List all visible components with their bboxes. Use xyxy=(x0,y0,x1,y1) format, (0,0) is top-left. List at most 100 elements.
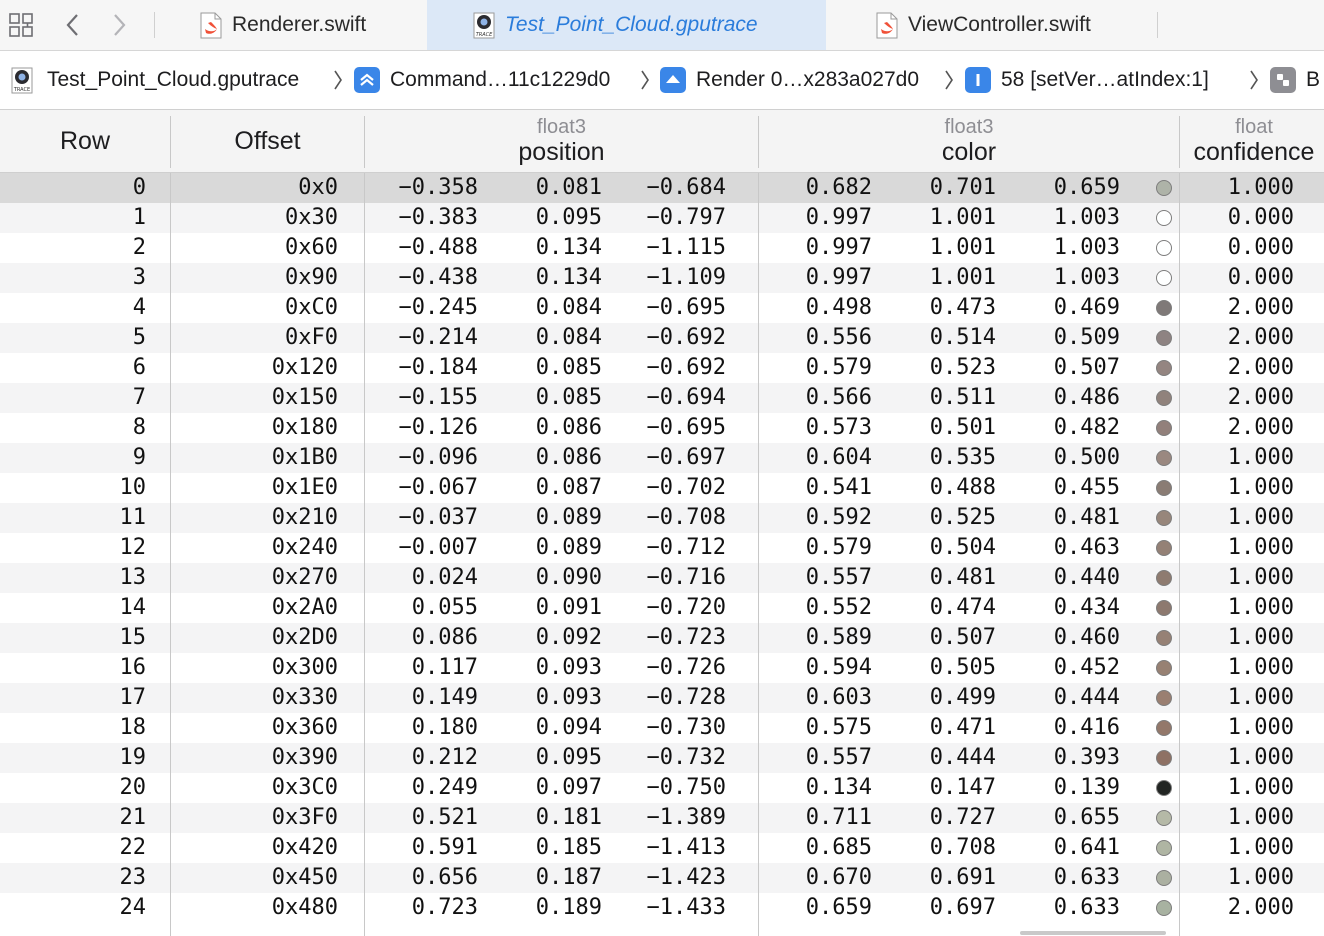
breadcrumb-label: Test_Point_Cloud.gputrace xyxy=(47,68,300,91)
column-type-label: float xyxy=(1235,116,1273,138)
buffer-icon xyxy=(1270,67,1296,93)
column-header-row[interactable]: Row xyxy=(59,126,110,155)
table-row[interactable]: 0 0x0 −0.358 0.081 −0.684 0.682 0.701 0.659 1.00… xyxy=(0,173,1324,203)
cell-row: 23 xyxy=(119,865,147,890)
breadcrumb-item-buffer[interactable]: B xyxy=(1270,51,1320,109)
table-row[interactable]: 3 0x90 −0.438 0.134 −1.109 0.997 1.001 1.003 0.0… xyxy=(0,263,1324,293)
column-divider[interactable] xyxy=(170,116,171,168)
column-header-color[interactable]: float3 color xyxy=(759,110,1179,172)
cell-row: 1 xyxy=(132,205,146,230)
table-row[interactable]: 18 0x360 0.180 0.094 −0.730 0.575 0.471 0.416 1.… xyxy=(0,713,1324,743)
column-name-label: confidence xyxy=(1193,138,1315,166)
cell-cr: 0.997 xyxy=(805,205,872,230)
cell-pz: −0.695 xyxy=(646,415,726,440)
cell-cg: 0.525 xyxy=(929,505,996,530)
cell-cb: 0.486 xyxy=(1053,385,1120,410)
cell-cr: 0.589 xyxy=(805,625,872,650)
table-row[interactable]: 22 0x420 0.591 0.185 −1.413 0.685 0.708 0.641 1.… xyxy=(0,833,1324,863)
cell-px: −0.096 xyxy=(398,445,478,470)
column-header-offset[interactable]: Offset xyxy=(234,126,301,155)
cell-row: 16 xyxy=(119,655,147,680)
column-header-position[interactable]: float3 position xyxy=(365,110,758,172)
cell-cg: 0.535 xyxy=(929,445,996,470)
table-row[interactable]: 20 0x3C0 0.249 0.097 −0.750 0.134 0.147 0.139 1.… xyxy=(0,773,1324,803)
horizontal-scrollbar[interactable] xyxy=(1020,931,1166,935)
cell-row: 17 xyxy=(119,685,147,710)
cell-cb: 0.507 xyxy=(1053,355,1120,380)
cell-cg: 0.708 xyxy=(929,835,996,860)
cell-pz: −0.692 xyxy=(646,325,726,350)
cell-cb: 0.416 xyxy=(1053,715,1120,740)
chevron-right-icon xyxy=(639,51,651,109)
breadcrumb-item-command-buffer[interactable]: Command…11c1229d0 xyxy=(354,51,610,109)
table-row[interactable]: 9 0x1B0 −0.096 0.086 −0.697 0.604 0.535 0.500 1.… xyxy=(0,443,1324,473)
table-row[interactable]: 8 0x180 −0.126 0.086 −0.695 0.573 0.501 0.482 2.… xyxy=(0,413,1324,443)
cell-py: 0.086 xyxy=(535,445,602,470)
table-row[interactable]: 17 0x330 0.149 0.093 −0.728 0.603 0.499 0.444 1.… xyxy=(0,683,1324,713)
cell-conf: 1.000 xyxy=(1227,595,1294,620)
related-items-button[interactable] xyxy=(6,0,36,50)
cell-conf: 0.000 xyxy=(1227,235,1294,260)
cell-px: 0.249 xyxy=(411,775,478,800)
cell-cg: 0.501 xyxy=(929,415,996,440)
breadcrumb-item-function-call[interactable]: 58 [setVer…atIndex:1] xyxy=(965,51,1209,109)
color-swatch xyxy=(1156,390,1172,406)
svg-text:TRACE: TRACE xyxy=(13,87,30,93)
table-row[interactable]: 23 0x450 0.656 0.187 −1.423 0.670 0.691 0.633 1.… xyxy=(0,863,1324,893)
column-divider[interactable] xyxy=(758,116,759,168)
cell-offset: 0x360 xyxy=(271,715,338,740)
table-row[interactable]: 15 0x2D0 0.086 0.092 −0.723 0.589 0.507 0.460 1.… xyxy=(0,623,1324,653)
table-row[interactable]: 21 0x3F0 0.521 0.181 −1.389 0.711 0.727 0.655 1.… xyxy=(0,803,1324,833)
cell-px: 0.656 xyxy=(411,865,478,890)
table-row[interactable]: 2 0x60 −0.488 0.134 −1.115 0.997 1.001 1.003 0.0… xyxy=(0,233,1324,263)
cell-px: 0.521 xyxy=(411,805,478,830)
cell-cg: 0.147 xyxy=(929,775,996,800)
tab-renderer-swift[interactable]: Renderer.swift xyxy=(186,0,426,50)
table-row[interactable]: 5 0xF0 −0.214 0.084 −0.692 0.556 0.514 0.509 2.0… xyxy=(0,323,1324,353)
go-forward-button[interactable] xyxy=(104,0,134,50)
cell-row: 7 xyxy=(132,385,146,410)
table-row[interactable]: 7 0x150 −0.155 0.085 −0.694 0.566 0.511 0.486 2.… xyxy=(0,383,1324,413)
cell-row: 22 xyxy=(119,835,147,860)
cell-py: 0.095 xyxy=(535,205,602,230)
tab-label: Renderer.swift xyxy=(232,13,367,36)
breadcrumb-label: 58 [setVer…atIndex:1] xyxy=(1001,68,1209,91)
cell-pz: −0.702 xyxy=(646,475,726,500)
table-row[interactable]: 19 0x390 0.212 0.095 −0.732 0.557 0.444 0.393 1.… xyxy=(0,743,1324,773)
cell-conf: 2.000 xyxy=(1227,325,1294,350)
breadcrumb-item-render-encoder[interactable]: Render 0…x283a027d0 xyxy=(660,51,919,109)
cell-cb: 0.455 xyxy=(1053,475,1120,500)
table-row[interactable]: 14 0x2A0 0.055 0.091 −0.720 0.552 0.474 0.434 1.… xyxy=(0,593,1324,623)
tab-viewcontroller-swift[interactable]: ViewController.swift xyxy=(862,0,1157,50)
breadcrumb-item-gputrace[interactable]: TRACE Test_Point_Cloud.gputrace xyxy=(11,51,299,109)
cell-conf: 1.000 xyxy=(1227,715,1294,740)
cell-py: 0.187 xyxy=(535,865,602,890)
column-divider[interactable] xyxy=(364,116,365,168)
table-row[interactable]: 24 0x480 0.723 0.189 −1.433 0.659 0.697 0.633 2.… xyxy=(0,893,1324,923)
cell-offset: 0x180 xyxy=(271,415,338,440)
column-divider xyxy=(364,173,365,936)
cell-row: 19 xyxy=(119,745,147,770)
column-divider[interactable] xyxy=(1179,116,1180,168)
tab-test-point-cloud-gputrace[interactable]: TRACE Test_Point_Cloud.gputrace xyxy=(427,0,826,50)
column-header-confidence[interactable]: float confidence xyxy=(1180,110,1324,172)
cell-cr: 0.579 xyxy=(805,355,872,380)
table-row[interactable]: 11 0x210 −0.037 0.089 −0.708 0.592 0.525 0.481 1… xyxy=(0,503,1324,533)
table-row[interactable]: 6 0x120 −0.184 0.085 −0.692 0.579 0.523 0.507 2.… xyxy=(0,353,1324,383)
table-row[interactable]: 12 0x240 −0.007 0.089 −0.712 0.579 0.504 0.463 1… xyxy=(0,533,1324,563)
editor-tab-bar: Renderer.swift TRACE Test_Point_Cloud.gp… xyxy=(0,0,1324,51)
table-row[interactable]: 16 0x300 0.117 0.093 −0.726 0.594 0.505 0.452 1.… xyxy=(0,653,1324,683)
cell-pz: −0.728 xyxy=(646,685,726,710)
color-swatch xyxy=(1156,510,1172,526)
cell-px: 0.055 xyxy=(411,595,478,620)
table-row[interactable]: 10 0x1E0 −0.067 0.087 −0.702 0.541 0.488 0.455 1… xyxy=(0,473,1324,503)
column-type-label: float3 xyxy=(537,116,586,138)
cell-cr: 0.573 xyxy=(805,415,872,440)
chevron-right-icon xyxy=(943,51,955,109)
table-row[interactable]: 13 0x270 0.024 0.090 −0.716 0.557 0.481 0.440 1.… xyxy=(0,563,1324,593)
command-buffer-icon xyxy=(354,67,380,93)
cell-offset: 0x270 xyxy=(271,565,338,590)
go-back-button[interactable] xyxy=(58,0,88,50)
table-row[interactable]: 1 0x30 −0.383 0.095 −0.797 0.997 1.001 1.003 0.0… xyxy=(0,203,1324,233)
table-row[interactable]: 4 0xC0 −0.245 0.084 −0.695 0.498 0.473 0.469 2.0… xyxy=(0,293,1324,323)
